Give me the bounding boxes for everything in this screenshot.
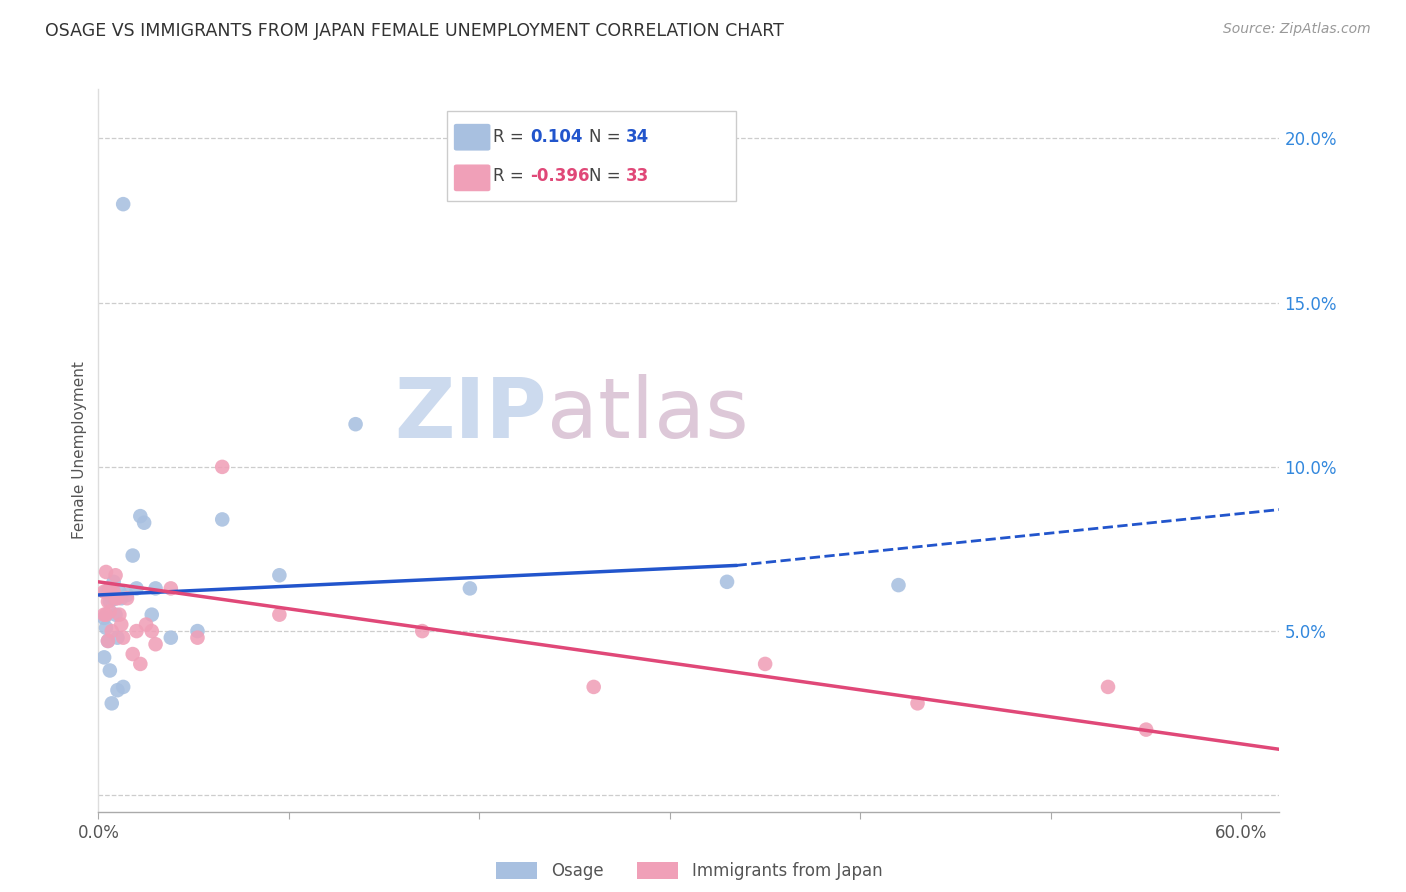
Point [94,607,117,622]
Point [97,634,120,648]
Point [112,631,135,645]
Point [110,617,132,632]
Point [103,584,125,599]
Text: OSAGE VS IMMIGRANTS FROM JAPAN FEMALE UNEMPLOYMENT CORRELATION CHART: OSAGE VS IMMIGRANTS FROM JAPAN FEMALE UN… [45,22,785,40]
Point [458,582,481,596]
Point [108,607,131,622]
Point [159,582,181,596]
Point [129,657,152,671]
Point [135,617,157,632]
Point [97,584,120,599]
Point [211,512,233,526]
Text: ZIP: ZIP [395,374,547,455]
Point [125,582,148,596]
Point [129,509,152,524]
Point [98,604,121,618]
Point [93,584,115,599]
Legend: Osage, Immigrants from Japan: Osage, Immigrants from Japan [489,855,889,887]
Point [907,696,929,710]
Point [186,624,208,639]
Point [716,574,738,589]
Point [1097,680,1119,694]
Point [411,624,433,639]
Point [107,591,129,606]
Text: 0.104: 0.104 [530,128,582,146]
Point [108,584,131,599]
Point [94,565,117,579]
Point [269,607,291,622]
Text: -0.396: -0.396 [530,167,589,185]
Point [141,607,163,622]
Point [97,594,120,608]
Text: 34: 34 [626,128,648,146]
Y-axis label: Female Unemployment: Female Unemployment [72,361,87,540]
Point [104,607,127,622]
Point [269,568,291,582]
Text: N =: N = [589,128,626,146]
Point [104,591,127,606]
Point [115,588,138,602]
Point [103,574,125,589]
Point [134,516,156,530]
Text: Source: ZipAtlas.com: Source: ZipAtlas.com [1223,22,1371,37]
Point [107,683,129,698]
Point [98,582,121,596]
Point [145,582,167,596]
Point [112,680,135,694]
Text: R =: R = [494,128,529,146]
Point [887,578,910,592]
Text: R =: R = [494,167,529,185]
Point [1135,723,1157,737]
Point [100,591,122,606]
Point [107,631,129,645]
Point [104,568,127,582]
Point [104,591,127,606]
Point [97,634,120,648]
Point [186,631,208,645]
Point [93,650,115,665]
Point [754,657,776,671]
Point [121,549,143,563]
Point [125,624,148,639]
Point [211,459,233,474]
Point [94,621,117,635]
Text: atlas: atlas [547,374,749,455]
Point [141,624,163,639]
Point [344,417,367,432]
Point [112,197,135,211]
Point [145,637,167,651]
Text: 33: 33 [626,167,648,185]
Point [100,624,122,639]
Point [98,594,121,608]
Point [94,584,117,599]
Point [98,664,121,678]
Point [93,611,115,625]
Point [159,631,181,645]
Text: N =: N = [589,167,626,185]
Point [110,591,132,606]
Point [100,696,122,710]
Point [115,591,138,606]
Point [121,647,143,661]
Point [582,680,605,694]
Point [93,607,115,622]
